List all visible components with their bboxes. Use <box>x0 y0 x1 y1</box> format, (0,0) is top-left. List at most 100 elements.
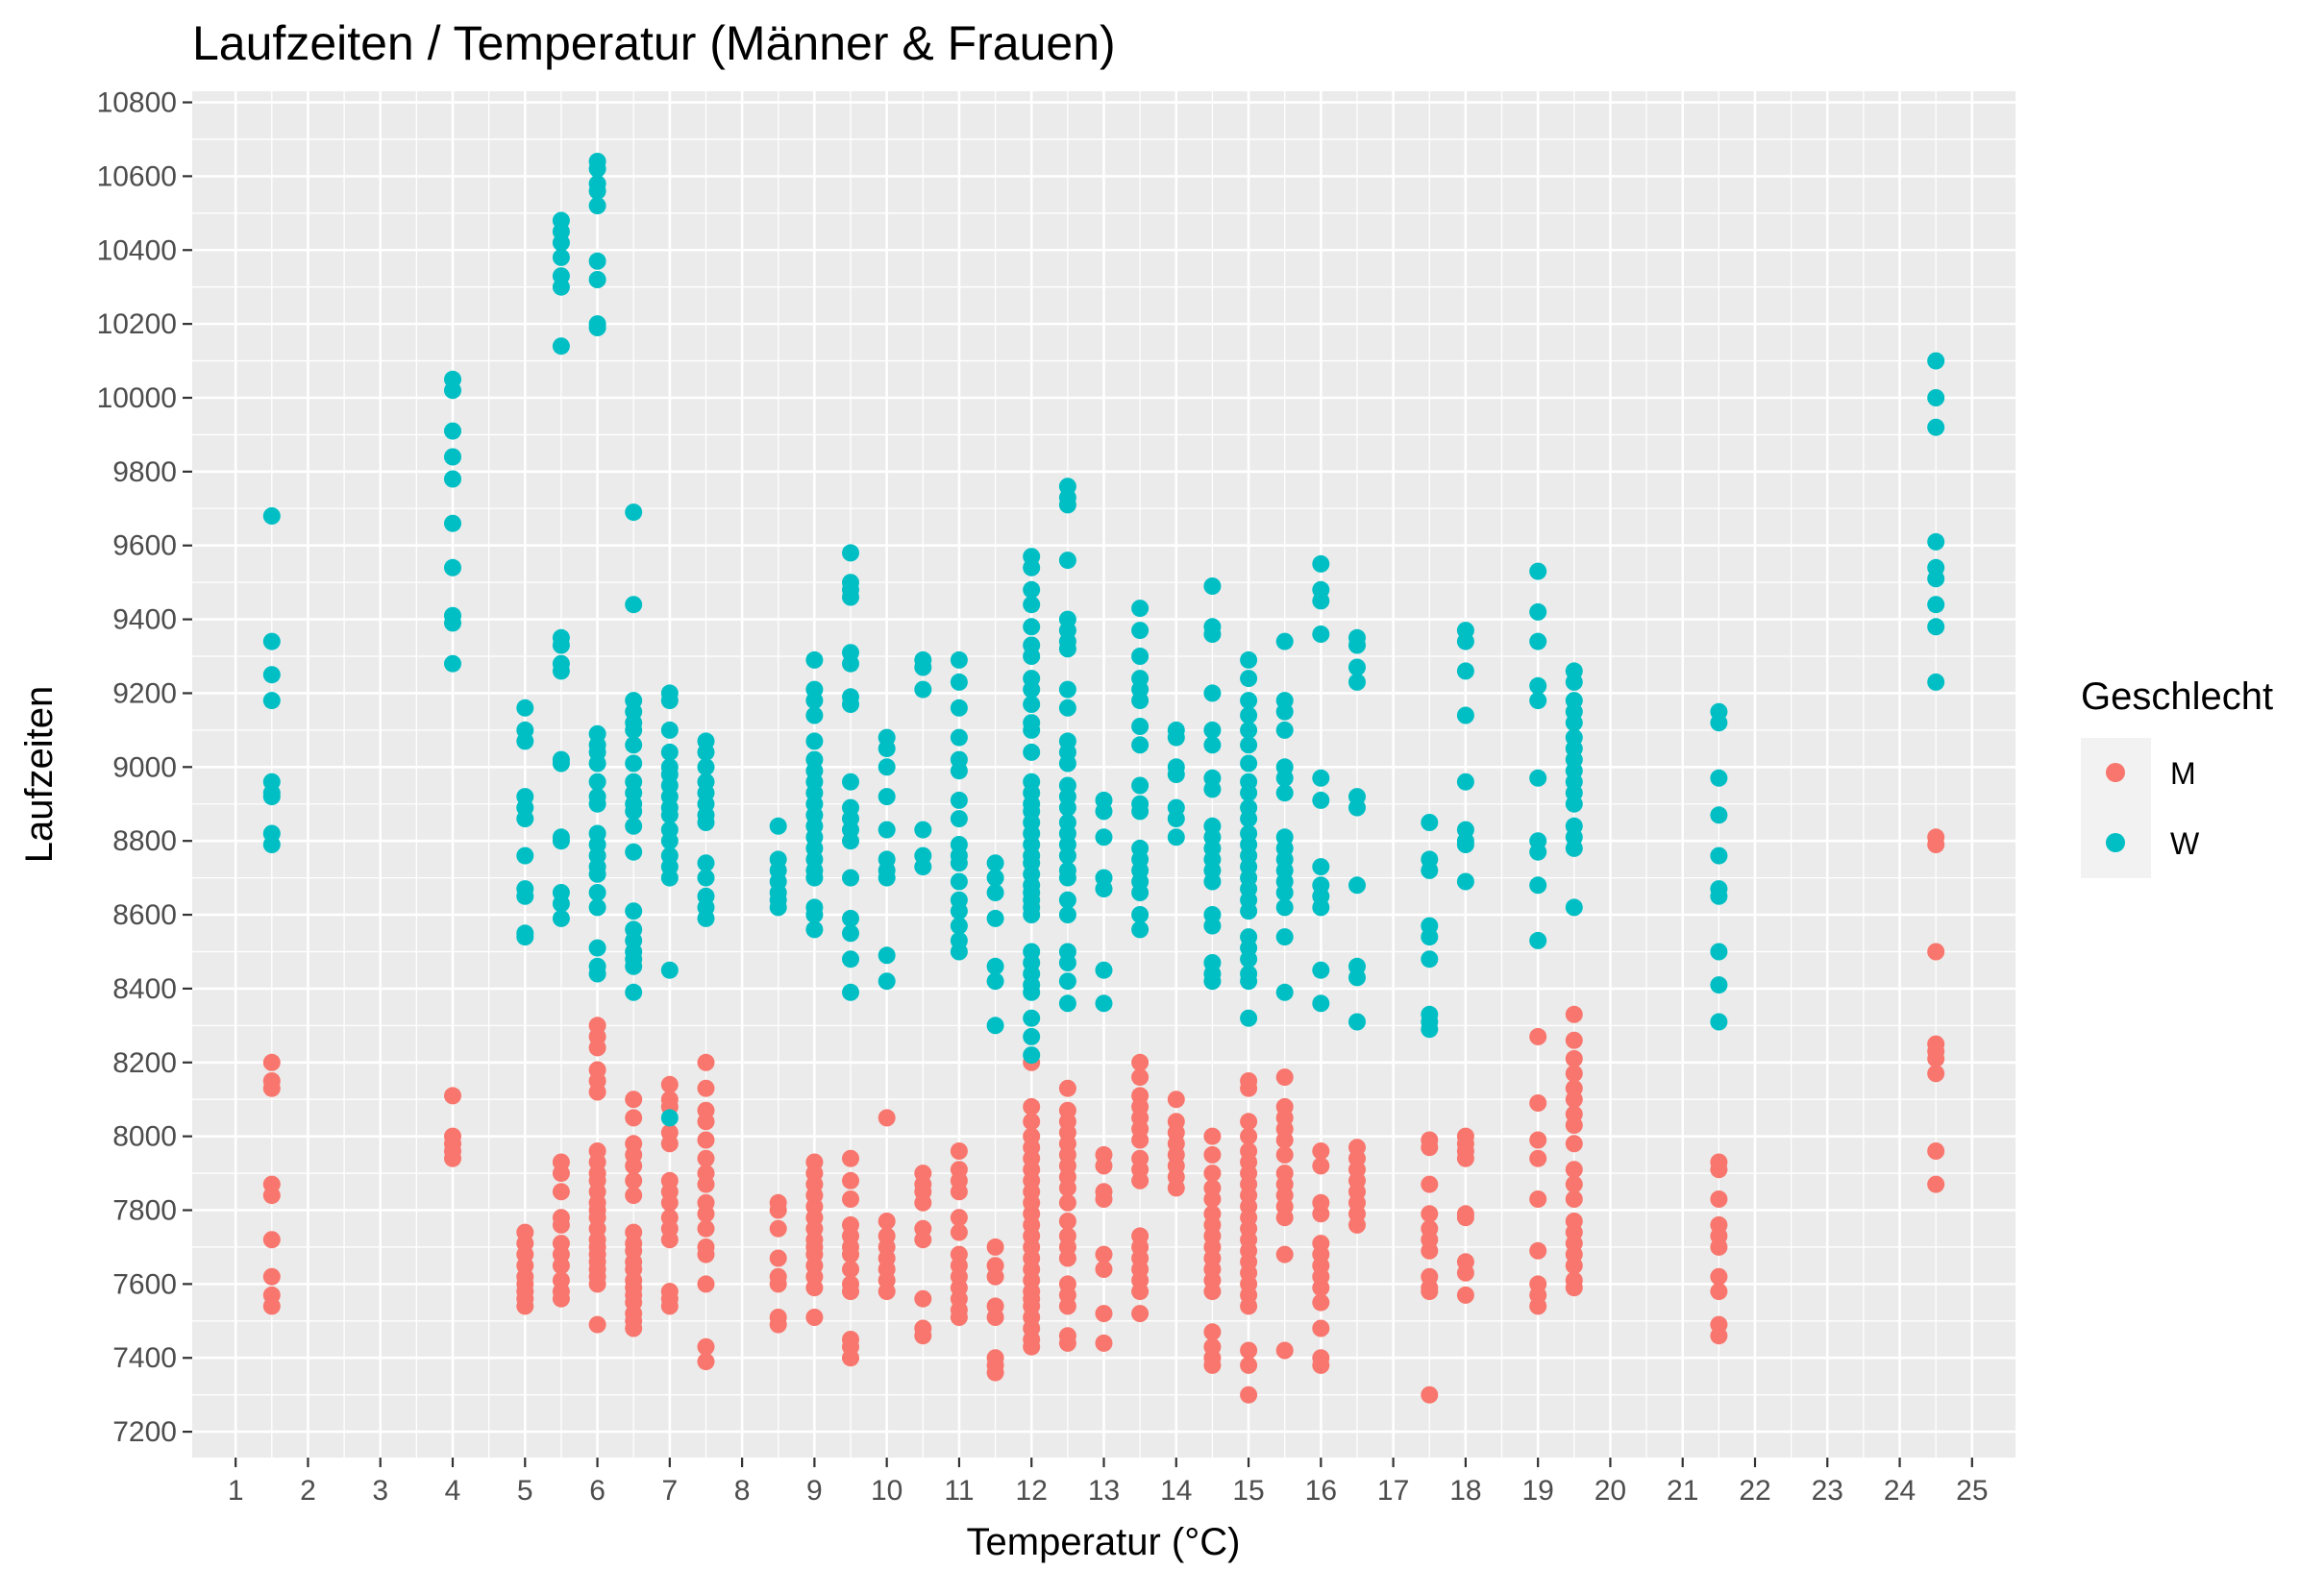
data-point-m <box>805 1279 824 1297</box>
data-point-w <box>842 773 859 791</box>
data-point-w <box>1710 887 1728 905</box>
data-point-m <box>805 1309 824 1326</box>
legend-key-w <box>2106 833 2125 852</box>
data-point-w <box>1312 994 1330 1013</box>
data-point-m <box>1131 1131 1150 1149</box>
x-tick-label: 14 <box>1160 1475 1192 1507</box>
data-point-w <box>914 821 932 839</box>
data-point-w <box>516 887 534 905</box>
data-point-w <box>1203 721 1222 739</box>
data-point-m <box>552 1183 570 1201</box>
data-point-w <box>444 381 461 400</box>
data-point-m <box>1927 836 1945 853</box>
data-point-w <box>1312 554 1330 573</box>
data-point-w <box>1131 884 1150 901</box>
data-point-m <box>950 1309 968 1326</box>
data-point-w <box>552 895 570 913</box>
data-point-w <box>1240 650 1258 669</box>
data-point-w <box>1421 814 1439 831</box>
data-point-w <box>1203 626 1222 643</box>
data-point-m <box>1529 1190 1547 1208</box>
data-point-w <box>625 736 643 754</box>
data-point-m <box>1167 1091 1185 1109</box>
x-tick-label: 4 <box>445 1475 461 1507</box>
data-point-w <box>1348 1013 1366 1031</box>
data-point-w <box>1023 618 1041 636</box>
data-point-w <box>697 814 715 831</box>
data-point-w <box>1456 773 1474 791</box>
data-point-w <box>878 758 896 776</box>
data-point-w <box>842 544 859 562</box>
data-point-m <box>1456 1209 1474 1227</box>
data-point-w <box>986 854 1004 872</box>
data-point-w <box>1710 846 1728 865</box>
data-point-m <box>697 1337 715 1356</box>
data-point-w <box>660 832 679 850</box>
data-point-w <box>1167 728 1185 747</box>
data-point-m <box>1095 1245 1113 1263</box>
data-point-m <box>1275 1145 1294 1164</box>
data-point-m <box>986 1238 1004 1256</box>
data-point-m <box>1131 1068 1150 1087</box>
data-point-m <box>1456 1263 1474 1282</box>
data-point-w <box>660 869 679 887</box>
data-point-w <box>625 817 643 835</box>
data-point-m <box>1529 1297 1547 1315</box>
y-tick-label: 8000 <box>112 1121 177 1153</box>
data-point-w <box>1927 570 1945 588</box>
data-point-m <box>986 1267 1004 1286</box>
data-point-w <box>588 319 606 336</box>
data-point-w <box>1348 798 1366 817</box>
data-point-w <box>1203 736 1222 754</box>
data-point-m <box>1565 1091 1583 1109</box>
data-point-w <box>697 854 715 872</box>
data-point-m <box>1023 1113 1041 1131</box>
data-point-w <box>1275 928 1294 946</box>
data-point-w <box>842 909 859 927</box>
data-point-m <box>769 1201 787 1219</box>
data-point-w <box>625 596 643 614</box>
data-point-w <box>1456 662 1474 680</box>
data-point-m <box>1058 1297 1076 1315</box>
data-point-m <box>1565 1190 1583 1208</box>
data-point-m <box>1131 1171 1150 1190</box>
data-point-m <box>1240 1113 1258 1131</box>
data-point-w <box>588 159 606 178</box>
legend-label-w: W <box>2170 826 2200 861</box>
data-point-w <box>552 278 570 296</box>
data-point-w <box>1058 846 1076 865</box>
data-point-w <box>1131 802 1150 821</box>
data-point-w <box>588 182 606 200</box>
data-point-m <box>842 1171 859 1190</box>
data-point-w <box>1203 972 1222 991</box>
data-point-w <box>842 924 859 943</box>
data-point-w <box>1058 972 1076 991</box>
y-tick-label: 8800 <box>112 825 177 857</box>
data-point-m <box>1565 1279 1583 1297</box>
data-point-w <box>1167 766 1185 783</box>
data-point-m <box>552 1165 570 1183</box>
data-point-w <box>950 673 968 691</box>
data-point-m <box>914 1231 932 1249</box>
data-point-m <box>1421 1241 1439 1260</box>
data-point-w <box>1529 676 1547 695</box>
data-point-m <box>1203 1190 1222 1208</box>
data-point-w <box>950 791 968 809</box>
data-point-m <box>878 1213 896 1230</box>
data-point-w <box>1131 622 1150 640</box>
data-point-m <box>950 1223 968 1241</box>
data-point-w <box>1203 684 1222 702</box>
data-point-m <box>842 1149 859 1167</box>
data-point-m <box>1421 1175 1439 1193</box>
data-point-m <box>1275 1068 1294 1087</box>
data-point-m <box>1421 1386 1439 1404</box>
data-point-m <box>697 1175 715 1193</box>
x-tick-label: 7 <box>661 1475 678 1507</box>
data-point-w <box>262 666 281 684</box>
data-point-w <box>842 588 859 606</box>
data-point-w <box>588 965 606 983</box>
data-point-m <box>1240 1127 1258 1145</box>
data-point-m <box>1927 1175 1945 1193</box>
y-tick-label: 7400 <box>112 1342 177 1374</box>
data-point-m <box>1421 1283 1439 1301</box>
